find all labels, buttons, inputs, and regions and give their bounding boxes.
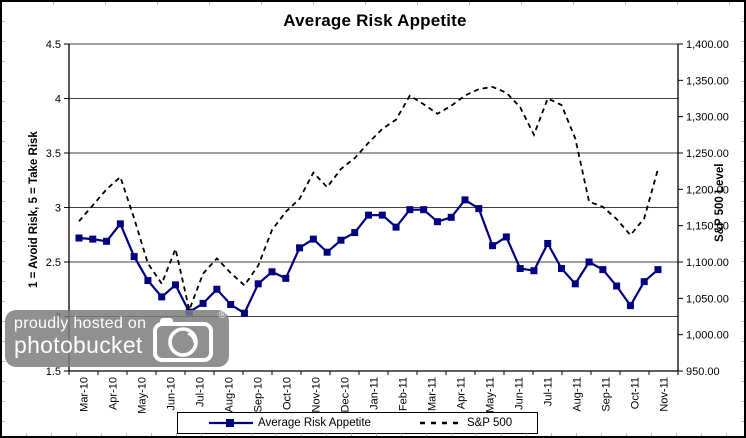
- right-axis-tick-label: 1,000.00: [686, 330, 729, 342]
- right-axis-tick-label: 1,400.00: [686, 39, 729, 51]
- risk-appetite-marker: [420, 206, 428, 214]
- left-axis-tick-label: 3.5: [46, 148, 61, 160]
- x-axis-label: Jan-11: [369, 377, 381, 410]
- x-axis-label: Sep-10: [253, 377, 265, 412]
- sp500-line: [78, 85, 659, 314]
- right-axis-tick-label: 1,300.00: [686, 112, 729, 124]
- risk-appetite-marker: [103, 237, 111, 245]
- risk-appetite-marker: [130, 253, 138, 261]
- x-axis-label: Apr-11: [456, 377, 468, 409]
- x-axis-label: Dec-10: [340, 377, 352, 412]
- sp500-legend-sample: [419, 418, 462, 428]
- risk-appetite-marker: [365, 211, 372, 219]
- risk-appetite-marker: [240, 309, 248, 317]
- risk-appetite-marker: [571, 280, 579, 288]
- risk-appetite-marker: [392, 223, 400, 231]
- risk-appetite-marker: [199, 299, 207, 307]
- legend: Average Risk Appetite S&P 500: [177, 412, 538, 434]
- risk-appetite-marker: [172, 281, 179, 289]
- risk-appetite-marker: [585, 258, 593, 266]
- risk-appetite-marker: [626, 302, 634, 310]
- risk-appetite-marker: [502, 233, 510, 241]
- risk-appetite-marker: [282, 274, 290, 282]
- risk-appetite-marker: [254, 280, 262, 288]
- risk-appetite-marker: [75, 234, 83, 242]
- x-axis-label: Apr-10: [108, 377, 120, 410]
- risk-appetite-marker: [337, 236, 345, 244]
- risk-appetite-marker: [654, 266, 662, 274]
- right-axis-tick-label: 1,150.00: [686, 221, 729, 233]
- left-axis-tick-label: 4.5: [46, 39, 61, 51]
- legend-label-sp500: S&P 500: [466, 417, 513, 429]
- legend-label-risk-appetite: Average Risk Appetite: [258, 417, 371, 429]
- risk-appetite-marker: [378, 211, 386, 219]
- risk-appetite-marker: [406, 206, 414, 214]
- x-axis-label: Aug-10: [224, 377, 236, 412]
- x-axis-label: May-10: [137, 377, 149, 414]
- watermark-tagline: proudly hosted on: [14, 315, 147, 332]
- risk-appetite-marker: [213, 285, 221, 293]
- risk-appetite-marker: [558, 265, 565, 273]
- x-axis-label: Jun-11: [514, 377, 526, 410]
- x-axis-label: Feb-11: [398, 377, 410, 411]
- x-axis-label: Jul-10: [195, 377, 207, 407]
- right-axis-tick-label: 1,350.00: [686, 75, 729, 87]
- risk-appetite-marker: [530, 267, 538, 275]
- x-axis-label: Mar-11: [427, 377, 439, 411]
- risk-appetite-marker: [640, 278, 648, 286]
- right-axis-tick-label: 1,100.00: [686, 257, 729, 269]
- risk-appetite-marker: [144, 277, 152, 285]
- risk-appetite-marker: [89, 235, 97, 243]
- risk-appetite-marker: [351, 229, 359, 237]
- risk-appetite-marker: [116, 220, 124, 228]
- registered-trademark: ®: [218, 310, 226, 321]
- left-axis-tick-label: 1.5: [46, 366, 61, 378]
- risk-appetite-marker: [433, 218, 441, 226]
- risk-appetite-marker: [613, 282, 621, 290]
- risk-appetite-marker: [309, 235, 317, 243]
- risk-appetite-marker: [158, 293, 166, 301]
- camera-icon: [153, 318, 213, 362]
- risk-appetite-legend-sample: [209, 418, 253, 428]
- risk-appetite-marker: [544, 239, 552, 247]
- x-axis-label: Oct-11: [630, 377, 642, 409]
- risk-appetite-marker: [599, 266, 607, 274]
- left-axis-title: 1 = Avoid Risk, 5 = Take Risk: [28, 131, 40, 289]
- watermark-text: proudly hosted on photobucket: [14, 316, 146, 357]
- x-axis-label: Nov-11: [659, 377, 671, 412]
- chart-title: Average Risk Appetite: [283, 11, 467, 30]
- x-axis-label: Oct-10: [282, 377, 294, 410]
- right-axis-tick-label: 1,250.00: [686, 148, 729, 160]
- risk-appetite-marker: [447, 213, 455, 221]
- x-axis-label: Mar-10: [79, 377, 91, 412]
- x-axis-label: Nov-10: [311, 377, 323, 412]
- risk-appetite-marker: [268, 268, 276, 276]
- watermark-brand: photobucket: [14, 332, 143, 358]
- risk-appetite-marker: [516, 265, 524, 273]
- right-axis-tick-label: 1,200.00: [686, 184, 729, 196]
- x-axis-label: Sep-11: [601, 377, 613, 412]
- risk-appetite-marker: [227, 301, 235, 309]
- risk-appetite-marker: [475, 205, 483, 213]
- x-axis-label: May-11: [485, 377, 497, 413]
- risk-appetite-marker: [489, 242, 497, 250]
- left-axis-tick-label: 2.5: [46, 257, 61, 269]
- right-axis-title: S&P 500 Level: [714, 163, 726, 242]
- risk-appetite-marker: [323, 248, 331, 256]
- risk-appetite-marker: [461, 196, 469, 204]
- right-axis-tick-label: 950.00: [686, 366, 720, 378]
- x-axis-label: Jun-10: [166, 377, 178, 411]
- left-axis-tick-label: 4: [55, 94, 61, 106]
- x-axis-label: Aug-11: [572, 377, 584, 412]
- right-axis-tick-label: 1,050.00: [686, 293, 729, 305]
- photobucket-watermark: proudly hosted on photobucket ®: [5, 310, 229, 367]
- x-axis-label: Jul-11: [543, 377, 555, 406]
- risk-appetite-marker: [296, 244, 304, 252]
- left-axis-tick-label: 3: [55, 203, 61, 215]
